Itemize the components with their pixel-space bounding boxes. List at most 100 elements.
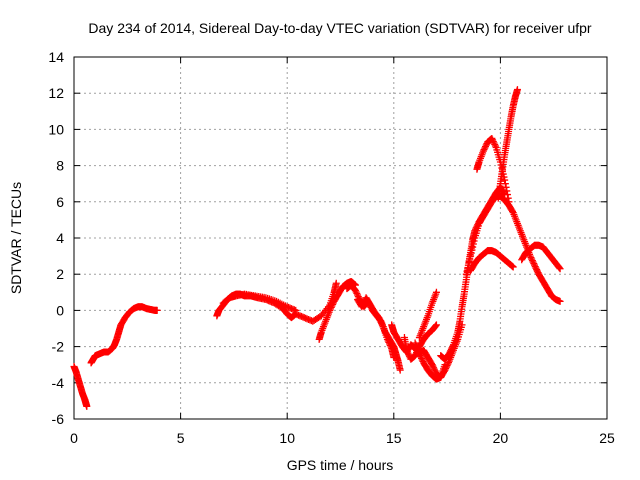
data-point [358,303,366,311]
data-point [449,342,457,350]
data-point [527,254,535,262]
data-point [529,258,537,266]
data-point [386,341,394,349]
series-segment [70,363,91,410]
data-point [416,351,424,359]
data-point [491,140,499,148]
data-point [441,366,449,374]
y-tick-labels: -6 -4 -2 0 2 4 6 8 10 12 14 [48,49,64,427]
data-point [482,141,490,149]
y-tick-label: 14 [48,49,64,65]
data-point [503,187,511,195]
x-tick-label: 20 [493,430,509,446]
data-point [442,363,450,371]
data-point [351,286,359,294]
y-tick-label: 10 [48,121,64,137]
data-point [468,246,476,254]
data-point [292,306,300,314]
data-point [556,297,564,305]
series-segment [354,294,398,361]
data-point [378,321,386,329]
data-point [431,367,439,375]
y-axis-label: SDTVAR / TECUs [8,182,24,294]
data-point [504,191,512,199]
series-segment [219,290,300,314]
data-point [83,402,91,410]
data-point [530,260,538,268]
data-point [387,343,395,351]
data-point [501,176,509,184]
data-point [353,290,361,298]
data-point [488,134,496,142]
data-point [404,349,412,357]
data-point [376,315,384,323]
y-tick-label: 0 [56,302,64,318]
chart-title: Day 234 of 2014, Sidereal Day-to-day VTE… [88,20,592,36]
x-tick-label: 5 [177,430,185,446]
data-point [556,265,564,273]
data-point [489,136,497,144]
data-point [384,337,392,345]
data-point [467,252,475,260]
data-point [378,320,386,328]
data-point [445,359,453,367]
data-point [467,249,475,257]
series-segment [437,183,509,363]
data-point [376,317,384,325]
data-point [327,305,335,313]
y-tick-label: 12 [48,85,64,101]
data-point [429,362,437,370]
data-point [153,306,161,314]
data-point [513,86,521,94]
data-point [359,300,367,308]
data-point [462,270,470,278]
data-point [481,144,489,152]
data-point [428,361,436,369]
series-segment [473,134,513,206]
data-point [443,362,451,370]
data-point [469,240,477,248]
data-point [448,344,456,352]
data-point [466,255,474,263]
data-point [490,139,498,147]
data-point [479,147,487,155]
data-point [446,348,454,356]
data-point [444,360,452,368]
data-point [531,263,539,271]
data-point [415,350,423,358]
data-point [481,143,489,151]
data-point [532,264,540,272]
data-point [533,267,541,275]
data-point [327,303,335,311]
data-point [480,146,488,154]
data-point [359,301,367,309]
data-point [383,335,391,343]
data-point [405,351,413,359]
x-axis-label: GPS time / hours [287,457,394,473]
data-point [403,346,411,354]
data-point [352,288,360,296]
x-tick-labels: 0 5 10 15 20 25 [70,430,615,446]
data-point [430,365,438,373]
data-point [430,364,438,372]
data-point [491,142,499,150]
data-point [396,366,404,374]
y-tick-label: 2 [56,266,64,282]
data-point [447,347,455,355]
data-point [432,322,440,330]
data-point [418,354,426,362]
series-segment [494,86,521,202]
data-point [390,353,398,361]
series-segment [415,288,440,342]
data-point [533,266,541,274]
data-point [504,194,512,202]
data-point [509,263,517,271]
data-point [526,252,534,260]
data-point [528,255,536,263]
series-segment [87,303,161,367]
data-point [508,207,516,215]
y-tick-label: 6 [56,194,64,210]
data-points [70,86,564,410]
x-tick-label: 0 [70,430,78,446]
